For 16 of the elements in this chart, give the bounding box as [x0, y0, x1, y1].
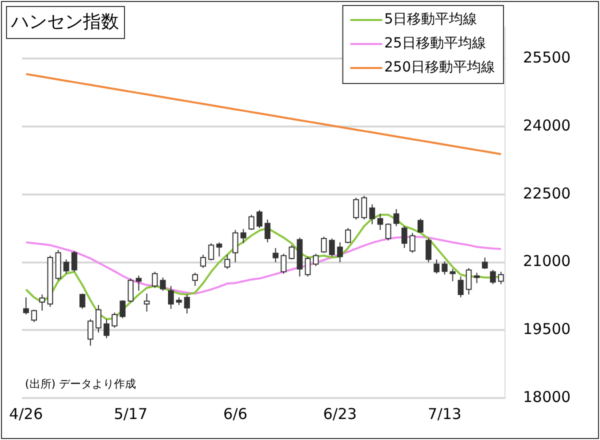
- annotation: (出所) データより作成: [25, 377, 136, 390]
- x-tick-label: 6/6: [223, 404, 248, 423]
- x-tick-label: 7/13: [428, 404, 462, 423]
- x-tick-label: 5/17: [114, 404, 148, 423]
- legend-label: 5日移動平均線: [384, 12, 478, 28]
- y-tick-label: 21000: [523, 252, 571, 270]
- legend-label: 250日移動平均線: [384, 60, 496, 76]
- y-tick-label: 19500: [523, 320, 571, 338]
- chart-title: ハンセン指数: [10, 12, 119, 33]
- y-tick-label: 25500: [523, 48, 571, 67]
- y-tick-label: 22500: [523, 184, 571, 202]
- legend-label: 25日移動平均線: [384, 36, 486, 52]
- y-tick-label: 24000: [523, 116, 571, 134]
- x-tick-label: 4/26: [9, 404, 43, 423]
- y-tick-label: 18000: [523, 388, 571, 406]
- x-tick-label: 6/23: [323, 404, 357, 423]
